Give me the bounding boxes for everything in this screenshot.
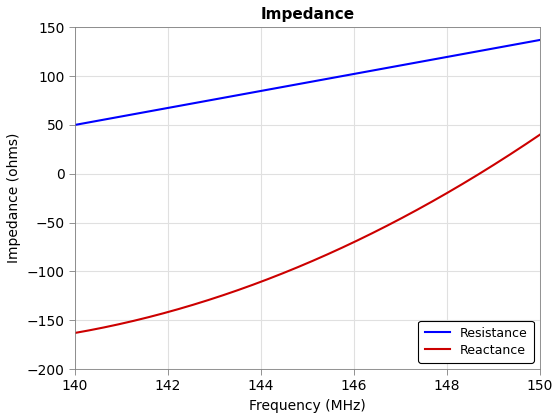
Resistance bbox=[452, 53, 459, 58]
Resistance bbox=[348, 72, 355, 77]
Reactance bbox=[525, 140, 532, 145]
Reactance bbox=[295, 264, 302, 269]
Resistance bbox=[292, 82, 299, 87]
Reactance bbox=[452, 185, 459, 190]
Title: Impedance: Impedance bbox=[260, 7, 354, 22]
Resistance bbox=[295, 81, 302, 87]
Reactance bbox=[323, 252, 330, 257]
X-axis label: Frequency (MHz): Frequency (MHz) bbox=[249, 399, 366, 413]
Resistance bbox=[536, 37, 543, 42]
Reactance bbox=[536, 132, 543, 137]
Resistance bbox=[525, 39, 532, 45]
Reactance bbox=[292, 265, 299, 270]
Resistance bbox=[323, 76, 330, 81]
Reactance bbox=[348, 241, 355, 246]
Line: Resistance: Resistance bbox=[75, 40, 540, 125]
Legend: Resistance, Reactance: Resistance, Reactance bbox=[418, 320, 534, 363]
Y-axis label: Impedance (ohms): Impedance (ohms) bbox=[7, 133, 21, 263]
Reactance bbox=[72, 331, 78, 336]
Line: Reactance: Reactance bbox=[75, 135, 540, 333]
Resistance bbox=[72, 122, 78, 127]
